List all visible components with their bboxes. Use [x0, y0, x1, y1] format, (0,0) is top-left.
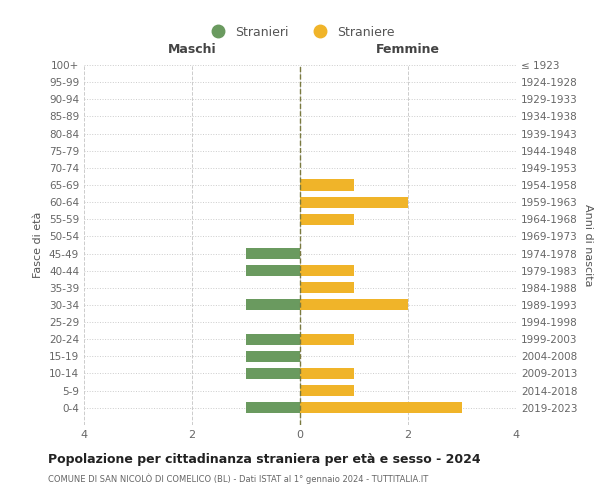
Text: Popolazione per cittadinanza straniera per età e sesso - 2024: Popolazione per cittadinanza straniera p… — [48, 452, 481, 466]
Bar — [300, 402, 462, 413]
Bar — [246, 265, 300, 276]
Legend: Stranieri, Straniere: Stranieri, Straniere — [200, 21, 400, 44]
Bar — [300, 300, 408, 310]
Bar — [246, 300, 300, 310]
Text: COMUNE DI SAN NICOLÒ DI COMELICO (BL) - Dati ISTAT al 1° gennaio 2024 - TUTTITAL: COMUNE DI SAN NICOLÒ DI COMELICO (BL) - … — [48, 474, 428, 484]
Bar — [300, 282, 354, 294]
Bar — [300, 265, 354, 276]
Y-axis label: Anni di nascita: Anni di nascita — [583, 204, 593, 286]
Bar — [300, 214, 354, 225]
Bar — [246, 402, 300, 413]
Bar — [246, 351, 300, 362]
Bar — [246, 248, 300, 259]
Text: Maschi: Maschi — [167, 43, 217, 56]
Y-axis label: Fasce di età: Fasce di età — [34, 212, 43, 278]
Bar — [300, 180, 354, 190]
Bar — [300, 368, 354, 379]
Bar — [300, 196, 408, 207]
Text: Femmine: Femmine — [376, 43, 440, 56]
Bar — [300, 385, 354, 396]
Bar — [300, 334, 354, 345]
Bar — [246, 368, 300, 379]
Bar — [246, 334, 300, 345]
